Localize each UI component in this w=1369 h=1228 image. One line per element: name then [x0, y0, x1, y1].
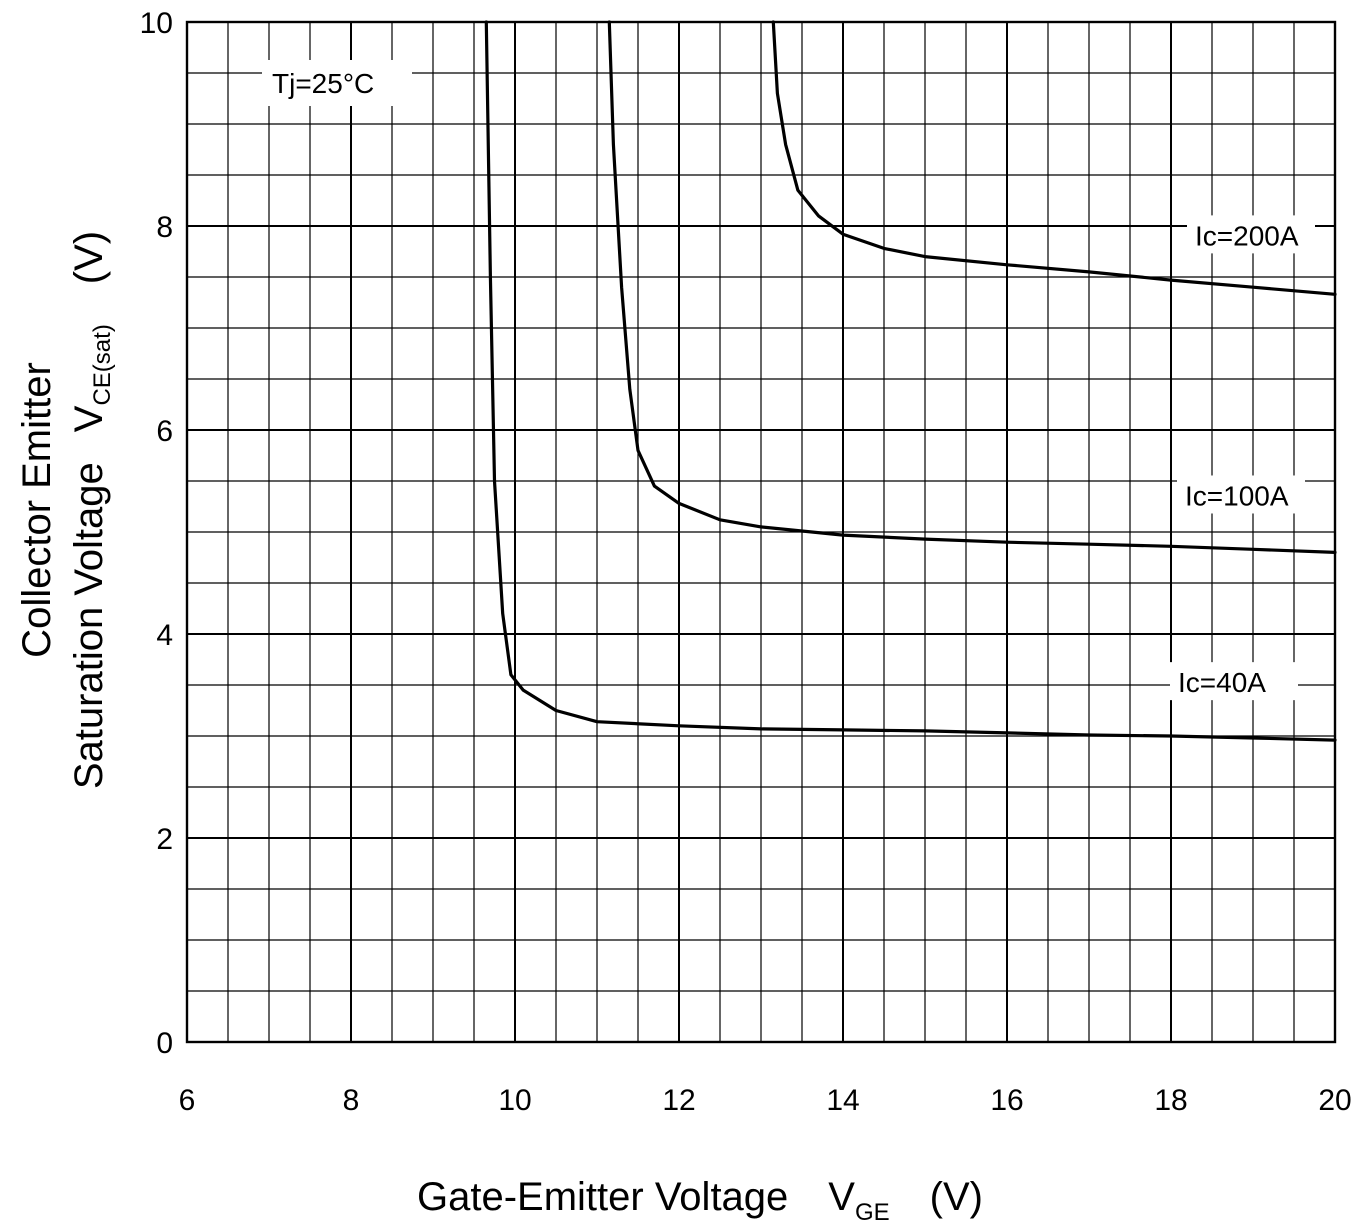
series-label-bg [1187, 215, 1315, 254]
grid [186, 21, 1336, 1043]
y-tick-labels: 0 2 4 6 8 10 [140, 7, 173, 1060]
plot-frame [185, 20, 1337, 1044]
x-tick-label: 18 [1154, 1084, 1187, 1117]
y-axis-title-line2: Saturation VoltageVCE(sat)(V) [67, 231, 116, 789]
series-labels: Ic=200A Ic=100A Ic=40A [1170, 215, 1315, 701]
series-label-bg [1170, 662, 1298, 701]
x-axis-title: Gate-Emitter Voltage VGE (V) [417, 1175, 983, 1226]
series-label: Ic=100A [1185, 480, 1289, 511]
series-label: Ic=200A [1195, 220, 1299, 251]
x-tick-label: 6 [179, 1084, 196, 1117]
y-tick-label: 2 [156, 823, 173, 856]
x-tick-label: 20 [1318, 1084, 1351, 1117]
y-tick-label: 10 [140, 7, 173, 40]
x-tick-label: 16 [990, 1084, 1023, 1117]
y-axis-title-line1: Collector Emitter [15, 362, 59, 658]
temperature-annotation: Tj=25°C [272, 68, 374, 99]
x-tick-label: 8 [343, 1084, 360, 1117]
x-tick-label: 12 [662, 1084, 695, 1117]
annotation-box: Tj=25°C [262, 60, 412, 106]
curves [484, 20, 1337, 742]
series-line [484, 20, 1337, 742]
x-tick-label: 10 [498, 1084, 531, 1117]
y-tick-label: 6 [156, 415, 173, 448]
series-line [771, 20, 1337, 296]
y-tick-label: 4 [156, 619, 173, 652]
series-line [607, 20, 1337, 554]
series-label-bg [1177, 475, 1305, 514]
y-tick-label: 8 [156, 211, 173, 244]
y-tick-label: 0 [156, 1027, 173, 1060]
x-tick-label: 14 [826, 1084, 859, 1117]
series-label: Ic=40A [1178, 667, 1266, 698]
x-tick-labels: 6 8 10 12 14 16 18 20 [179, 1084, 1352, 1117]
